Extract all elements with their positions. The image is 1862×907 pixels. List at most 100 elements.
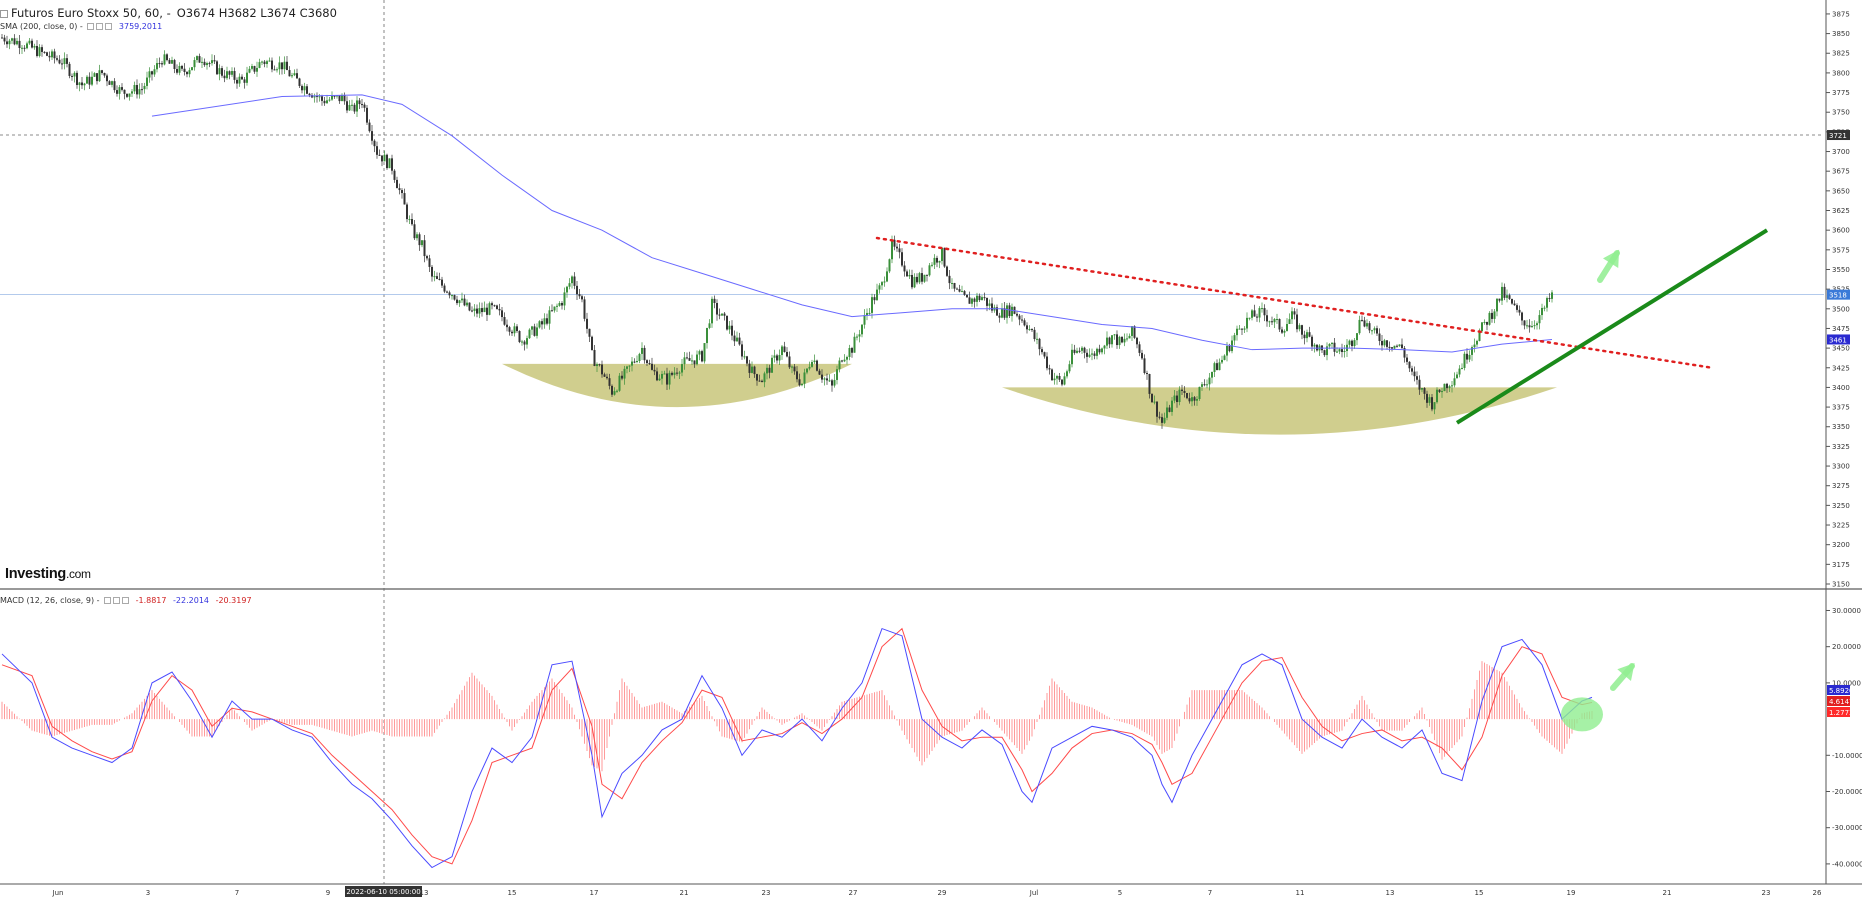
candle-body: [918, 273, 921, 283]
candle-body: [1006, 305, 1008, 318]
candle-body: [598, 364, 601, 366]
candle-body: [313, 95, 316, 98]
price-axis-label: 3175: [1832, 561, 1850, 569]
candle-body: [946, 266, 948, 276]
candle-body: [456, 299, 458, 304]
candle-body: [723, 313, 726, 316]
candle-body: [776, 355, 778, 361]
price-axis-label: 3225: [1832, 522, 1850, 530]
candle-body: [231, 71, 233, 75]
candle-body: [1128, 335, 1131, 339]
candle-body: [693, 360, 696, 365]
candle-body: [201, 61, 203, 63]
candle-body: [623, 368, 626, 379]
candle-body: [721, 313, 723, 316]
crosshair-price-badge: 3721: [1827, 130, 1850, 141]
candle-body: [1408, 361, 1411, 369]
candle-body: [1261, 308, 1263, 310]
candle-body: [1488, 312, 1491, 325]
candle-body: [498, 308, 501, 311]
candle-body: [1418, 379, 1421, 390]
candle-body: [413, 224, 416, 239]
candle-body: [911, 274, 913, 288]
candle-body: [876, 289, 878, 301]
candle-body: [828, 380, 831, 382]
candle-body: [618, 375, 621, 391]
candle-body: [146, 77, 148, 86]
candle-body: [401, 190, 403, 194]
candle-body: [1351, 340, 1353, 347]
candle-body: [661, 373, 663, 379]
candle-body: [843, 359, 846, 362]
visibility-icon[interactable]: [104, 597, 112, 604]
candle-body: [896, 246, 898, 249]
candle-body: [156, 63, 158, 70]
visibility-icon[interactable]: [87, 23, 95, 30]
candle-body: [1066, 371, 1068, 377]
candle-body: [1166, 407, 1168, 418]
candle-body: [1398, 344, 1401, 347]
candle-body: [1113, 334, 1116, 336]
signal-value-badge-bg: [1827, 696, 1850, 706]
candle-body: [288, 70, 291, 77]
candle-body: [578, 294, 581, 297]
macd-value-badge-bg: [1827, 685, 1850, 695]
candle-body: [543, 318, 546, 325]
candle-body: [308, 93, 311, 96]
candle-body: [1316, 344, 1318, 351]
candle-body: [1213, 363, 1216, 372]
signal-value-badge: 4.6147: [1827, 696, 1854, 706]
candle-body: [1278, 318, 1281, 330]
time-axis-label: 11: [1296, 889, 1305, 897]
candle-body: [1421, 388, 1423, 390]
candle-body: [713, 298, 716, 304]
settings-icon[interactable]: [113, 597, 121, 604]
candle-body: [856, 336, 858, 338]
candle-body: [1098, 348, 1101, 353]
time-axis-label: 13: [1386, 889, 1395, 897]
candle-body: [988, 303, 991, 306]
candle-body: [673, 372, 676, 375]
candle-body: [1101, 348, 1103, 353]
candle-body: [56, 58, 58, 60]
candle-body: [613, 391, 616, 395]
candle-body: [1391, 347, 1393, 349]
candle-body: [153, 69, 156, 75]
candle-body: [476, 308, 478, 314]
candle-body: [1301, 325, 1303, 335]
candle-body: [1268, 321, 1271, 323]
candle-body: [1348, 340, 1351, 345]
candle-body: [318, 96, 321, 98]
candle-body: [446, 291, 448, 293]
candle-body: [248, 68, 251, 73]
price-axis-label: 3400: [1832, 384, 1850, 392]
candle-body: [796, 371, 798, 380]
candle-body: [1466, 353, 1468, 360]
candle-body: [103, 72, 106, 76]
candle-body: [91, 76, 93, 85]
collapse-toggle-icon[interactable]: [0, 9, 8, 18]
candle-body: [986, 297, 988, 306]
crosshair-date-bg: [345, 886, 422, 897]
candle-body: [631, 361, 633, 366]
candle-body: [1458, 368, 1461, 375]
candle-body: [553, 306, 556, 311]
candle-body: [1358, 319, 1361, 334]
candle-body: [426, 256, 428, 259]
macd-axis-label: 10.0000: [1832, 679, 1861, 687]
macd-up-arrow: [1610, 662, 1635, 691]
sma-200-line: [151, 94, 1553, 353]
candle-body: [1043, 352, 1046, 357]
candle-body: [678, 372, 681, 374]
close-icon[interactable]: [105, 23, 113, 30]
candle-body: [93, 73, 96, 77]
close-icon[interactable]: [122, 597, 130, 604]
candle-body: [691, 360, 693, 362]
settings-icon[interactable]: [96, 23, 104, 30]
candle-body: [301, 85, 303, 91]
time-axis-label: 21: [1663, 889, 1672, 897]
candle-body: [1148, 373, 1151, 394]
candle-body: [571, 276, 573, 284]
candle-body: [1431, 397, 1433, 410]
